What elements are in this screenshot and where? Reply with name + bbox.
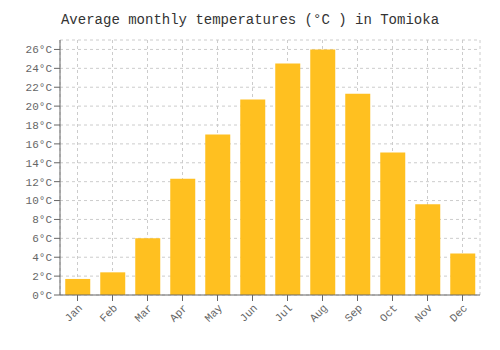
svg-text:18°C: 18°C: [26, 120, 53, 132]
html-text:Average monthly temperatures (: Average monthly temperatures (°C ) in To…: [61, 12, 439, 28]
svg-text:Jun: Jun: [238, 302, 260, 324]
svg-text:4°C: 4°C: [32, 252, 52, 264]
svg-text:20°C: 20°C: [26, 101, 53, 113]
svg-text:14°C: 14°C: [26, 158, 53, 170]
svg-text:26°C: 26°C: [26, 44, 53, 56]
svg-text:10°C: 10°C: [26, 195, 53, 207]
svg-text:Feb: Feb: [98, 302, 120, 324]
svg-text:12°C: 12°C: [26, 177, 53, 189]
svg-text:Aug: Aug: [308, 302, 330, 324]
svg-text:2°C: 2°C: [32, 271, 52, 283]
svg-text:6°C: 6°C: [32, 233, 52, 245]
svg-text:Nov: Nov: [413, 302, 436, 325]
svg-text:22°C: 22°C: [26, 82, 53, 94]
svg-text:Apr: Apr: [168, 302, 190, 324]
svg-text:16°C: 16°C: [26, 139, 53, 151]
svg-text:Oct: Oct: [378, 302, 400, 324]
svg-text:May: May: [203, 302, 226, 325]
svg-text:Mar: Mar: [133, 302, 155, 324]
svg-text:Jul: Jul: [273, 302, 295, 324]
svg-text:Sep: Sep: [343, 302, 365, 324]
svg-text:24°C: 24°C: [26, 63, 53, 75]
svg-text:0°C: 0°C: [32, 290, 52, 302]
svg-text:Dec: Dec: [448, 302, 470, 324]
svg-text:8°C: 8°C: [32, 214, 52, 226]
svg-text:Jan: Jan: [63, 302, 85, 324]
